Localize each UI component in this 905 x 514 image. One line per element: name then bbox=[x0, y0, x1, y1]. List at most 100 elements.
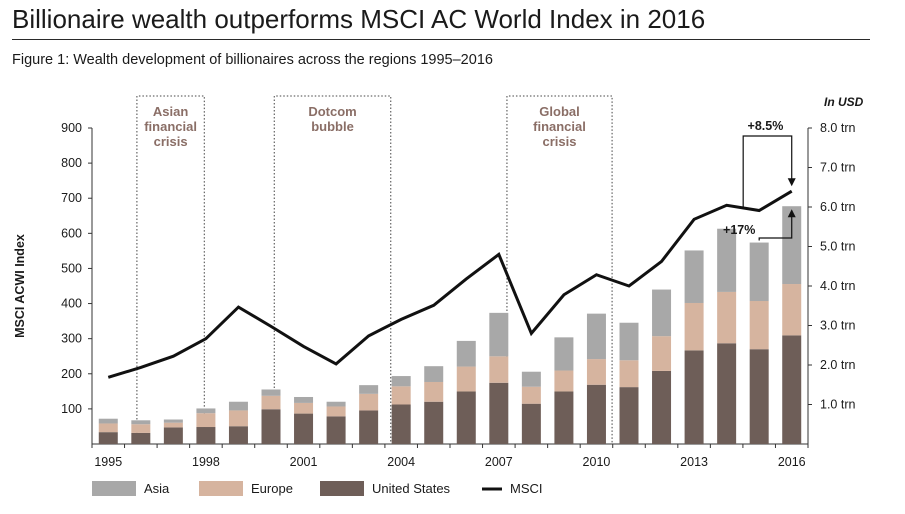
bar-asia bbox=[424, 366, 444, 382]
bar-europe bbox=[489, 356, 509, 383]
left-tick-label: 200 bbox=[61, 367, 82, 381]
bar-united-states bbox=[684, 350, 704, 444]
x-tick-label: 2004 bbox=[387, 455, 415, 469]
bar-europe bbox=[196, 413, 216, 428]
bar-united-states bbox=[424, 401, 444, 444]
bar-united-states bbox=[261, 409, 281, 444]
legend-swatch-united-states bbox=[320, 481, 364, 496]
bar-united-states bbox=[196, 427, 216, 444]
left-tick-label: 100 bbox=[61, 402, 82, 416]
left-tick-label: 800 bbox=[61, 156, 82, 170]
period-box bbox=[136, 95, 205, 444]
bar-asia bbox=[717, 228, 737, 292]
legend-swatch-asia bbox=[92, 481, 136, 496]
msci-growth-arrowhead bbox=[787, 178, 796, 187]
bar-asia bbox=[261, 389, 281, 396]
right-tick-label: 4.0 trn bbox=[820, 279, 855, 293]
period-label: Dotcom bbox=[308, 104, 356, 119]
bar-united-states bbox=[163, 427, 183, 444]
figure-subtitle: Figure 1: Wealth development of billiona… bbox=[12, 52, 493, 68]
legend-label-europe: Europe bbox=[251, 481, 293, 496]
bar-europe bbox=[554, 370, 574, 392]
right-tick-label: 6.0 trn bbox=[820, 200, 855, 214]
bar-asia bbox=[326, 401, 346, 407]
x-tick-label: 2016 bbox=[778, 455, 806, 469]
bar-europe bbox=[749, 301, 769, 350]
period-label: crisis bbox=[154, 134, 188, 149]
bar-europe bbox=[163, 422, 183, 428]
bar-europe bbox=[424, 381, 444, 402]
x-tick-label: 2001 bbox=[290, 455, 318, 469]
bar-united-states bbox=[586, 384, 606, 444]
left-tick-label: 300 bbox=[61, 332, 82, 346]
bar-united-states bbox=[521, 403, 541, 444]
bar-europe bbox=[782, 284, 802, 336]
bar-asia bbox=[684, 250, 704, 303]
bar-united-states bbox=[131, 432, 151, 444]
bar-europe bbox=[456, 366, 476, 392]
x-tick-label: 2007 bbox=[485, 455, 513, 469]
bar-asia bbox=[196, 408, 216, 414]
left-tick-label: 500 bbox=[61, 261, 82, 275]
right-tick-label: 8.0 trn bbox=[820, 121, 855, 135]
bar-asia bbox=[456, 340, 476, 367]
bar-asia bbox=[521, 371, 541, 387]
left-axis-title: MSCI ACWI Index bbox=[13, 234, 27, 338]
bar-asia bbox=[489, 312, 509, 357]
bar-asia bbox=[652, 289, 672, 337]
left-tick-label: 900 bbox=[61, 121, 82, 135]
bar-europe bbox=[326, 406, 346, 417]
bar-europe bbox=[717, 291, 737, 344]
bar-europe bbox=[586, 359, 606, 385]
bar-united-states bbox=[749, 349, 769, 444]
period-label: financial bbox=[533, 119, 586, 134]
period-label: financial bbox=[144, 119, 197, 134]
bar-united-states bbox=[359, 410, 379, 444]
bar-europe bbox=[359, 393, 379, 411]
legend-label-united-states: United States bbox=[372, 481, 451, 496]
right-tick-label: 2.0 trn bbox=[820, 358, 855, 372]
bar-united-states bbox=[619, 387, 639, 444]
left-tick-label: 600 bbox=[61, 226, 82, 240]
bar-united-states bbox=[326, 416, 346, 444]
bar-asia bbox=[554, 337, 574, 371]
bar-europe bbox=[684, 302, 704, 351]
bar-europe bbox=[391, 386, 411, 405]
bar-united-states bbox=[456, 391, 476, 444]
right-tick-label: 7.0 trn bbox=[820, 161, 855, 175]
left-tick-label: 400 bbox=[61, 297, 82, 311]
bar-europe bbox=[619, 360, 639, 388]
bar-united-states bbox=[98, 432, 118, 444]
bar-asia bbox=[131, 420, 151, 425]
bar-europe bbox=[131, 424, 151, 433]
period-label: Asian bbox=[153, 104, 188, 119]
right-tick-label: 3.0 trn bbox=[820, 319, 855, 333]
msci-growth-bracket bbox=[742, 135, 793, 207]
period-label: bubble bbox=[311, 119, 354, 134]
bar-united-states bbox=[652, 370, 672, 444]
period-label: crisis bbox=[543, 134, 577, 149]
bar-asia bbox=[228, 401, 248, 411]
wealth-growth-arrowhead bbox=[787, 209, 796, 218]
legend-label-asia: Asia bbox=[144, 481, 170, 496]
bar-europe bbox=[261, 395, 281, 410]
x-tick-label: 2010 bbox=[583, 455, 611, 469]
legend-label-msci: MSCI bbox=[510, 481, 543, 496]
left-tick-label: 700 bbox=[61, 191, 82, 205]
x-tick-label: 1995 bbox=[94, 455, 122, 469]
bar-asia bbox=[586, 313, 606, 360]
bar-asia bbox=[359, 385, 379, 394]
wealth-growth-bracket bbox=[758, 212, 793, 241]
bar-united-states bbox=[391, 404, 411, 444]
bar-asia bbox=[391, 376, 411, 387]
bar-asia bbox=[98, 418, 118, 424]
right-axis-unit: In USD bbox=[824, 95, 864, 109]
legend-swatch-europe bbox=[199, 481, 243, 496]
bar-united-states bbox=[717, 343, 737, 444]
page-title: Billionaire wealth outperforms MSCI AC W… bbox=[12, 4, 706, 34]
right-tick-label: 1.0 trn bbox=[820, 398, 855, 412]
period-box bbox=[273, 95, 392, 444]
bar-europe bbox=[228, 410, 248, 427]
x-tick-label: 1998 bbox=[192, 455, 220, 469]
wealth-growth-label: +17% bbox=[723, 223, 755, 237]
